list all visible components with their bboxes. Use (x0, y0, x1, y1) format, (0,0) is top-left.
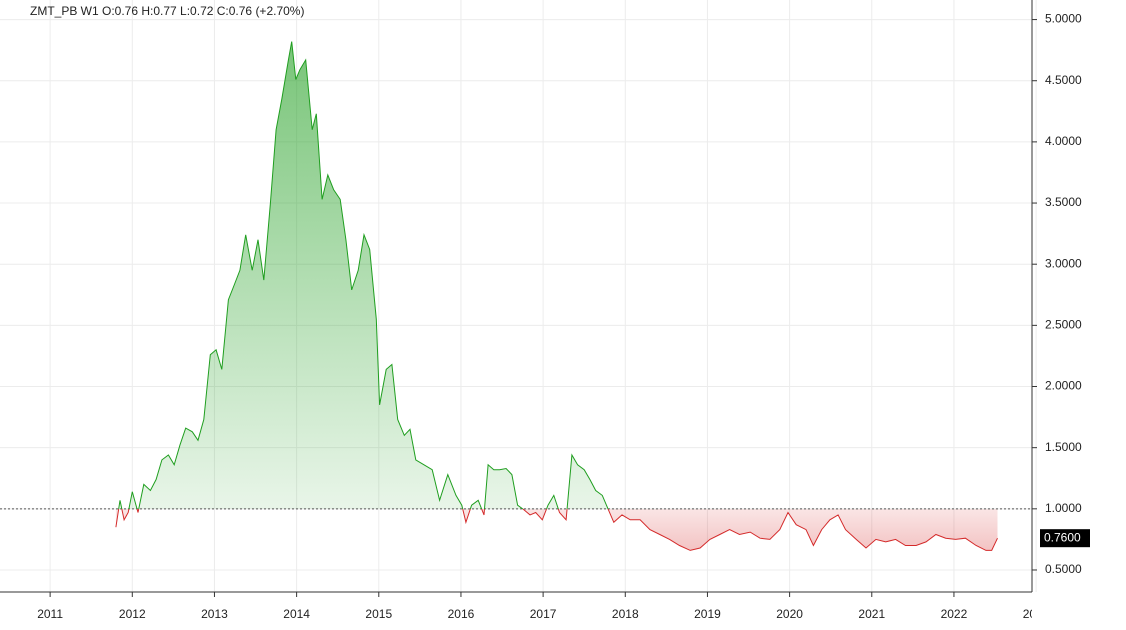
area (115, 41, 998, 551)
x-tick-label: 2021 (858, 607, 885, 621)
chart-title: ZMT_PB W1 O:0.76 H:0.77 L:0.72 C:0.76 (+… (30, 4, 304, 18)
last-value-label: 0.7600 (1044, 530, 1081, 544)
y-tick-label: 0.5000 (1045, 562, 1082, 576)
x-tick-label: 2013 (201, 607, 228, 621)
y-tick-label: 4.0000 (1045, 134, 1082, 148)
y-tick-label: 3.5000 (1045, 195, 1082, 209)
y-tick-label: 4.5000 (1045, 73, 1082, 87)
x-tick-label: 2011 (37, 607, 63, 621)
line (115, 41, 998, 551)
x-tick-label: 2023 (1023, 607, 1050, 621)
x-tick-label: 2014 (283, 607, 310, 621)
x-tick-label: 2018 (612, 607, 639, 621)
x-tick-label: 2015 (365, 607, 392, 621)
x-tick-label: 2017 (530, 607, 557, 621)
last-value-box (1040, 529, 1090, 548)
y-tick-label: 1.0000 (1045, 501, 1082, 515)
y-tick-label: 3.0000 (1045, 256, 1082, 270)
x-tick-label: 2020 (776, 607, 803, 621)
x-tick-label: 2022 (941, 607, 968, 621)
y-tick-label: 5.0000 (1045, 12, 1082, 26)
x-tick-label: 2019 (694, 607, 721, 621)
x-tick-label: 2016 (448, 607, 475, 621)
x-tick-label: 2012 (119, 607, 146, 621)
y-tick-label: 2.5000 (1045, 318, 1082, 332)
y-tick-label: 2.0000 (1045, 379, 1082, 393)
y-tick-label: 1.5000 (1045, 440, 1082, 454)
